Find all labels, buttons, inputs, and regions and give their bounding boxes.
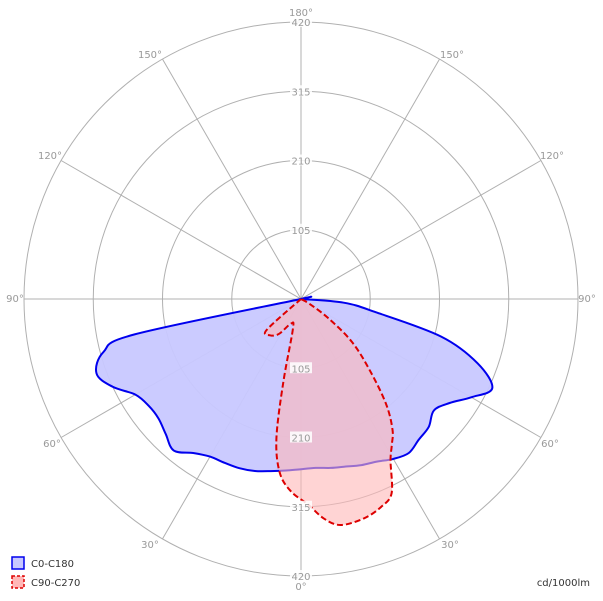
radial-tick-label-bg [290,16,312,27]
legend-label-c90-c270: C90-C270 [31,578,80,589]
radial-tick-label-bg [290,570,312,581]
unit-label: cd/1000lm [537,578,590,589]
angle-label-30-left: 30° [141,540,159,551]
angle-label-90-left: 90° [6,294,24,305]
angle-label-120-left: 120° [38,151,62,162]
angle-label-30-right: 30° [441,540,459,551]
radial-tick-labels: 105 105 210 210 315 315 420 420 [290,16,312,583]
radial-tick-label-bg [290,431,312,443]
radial-tick-label: 420 [291,572,310,583]
radial-tick-label: 315 [291,503,310,514]
angle-label-90-right: 90° [578,294,596,305]
radial-tick-label: 420 [291,18,310,29]
angle-labels: 180° 150° 150° 120° 120° 90° 90° 60° 60°… [6,8,596,593]
radial-tick-label-bg [290,85,312,97]
angle-label-60-left: 60° [43,439,61,450]
angle-label-bottom: 0° [295,582,306,593]
radial-tick-label-bg [290,223,312,235]
series-layer [95,295,494,527]
radial-tick-label-bg [290,362,312,374]
legend-swatch-c90-c270 [11,575,25,589]
radial-tick-label: 210 [291,157,310,168]
radial-tick-label: 105 [291,364,310,375]
series-c90-c270-curve [263,298,394,527]
angle-label-60-right: 60° [541,439,559,450]
legend-label-c0-c180: C0-C180 [31,559,74,570]
radial-tick-label: 210 [291,434,310,445]
angle-label-top: 180° [289,8,313,19]
radial-tick-label-bg [290,500,312,512]
angle-label-150-right: 150° [440,50,464,61]
legend-swatch-c0-c180 [11,556,25,570]
radial-tick-label: 315 [291,87,310,98]
radial-tick-label: 105 [291,226,310,237]
radial-tick-label-bg [290,154,312,166]
angle-label-150-left: 150° [138,50,162,61]
legend: C0-C180 C90-C270 [11,556,80,589]
angle-label-120-right: 120° [540,151,564,162]
